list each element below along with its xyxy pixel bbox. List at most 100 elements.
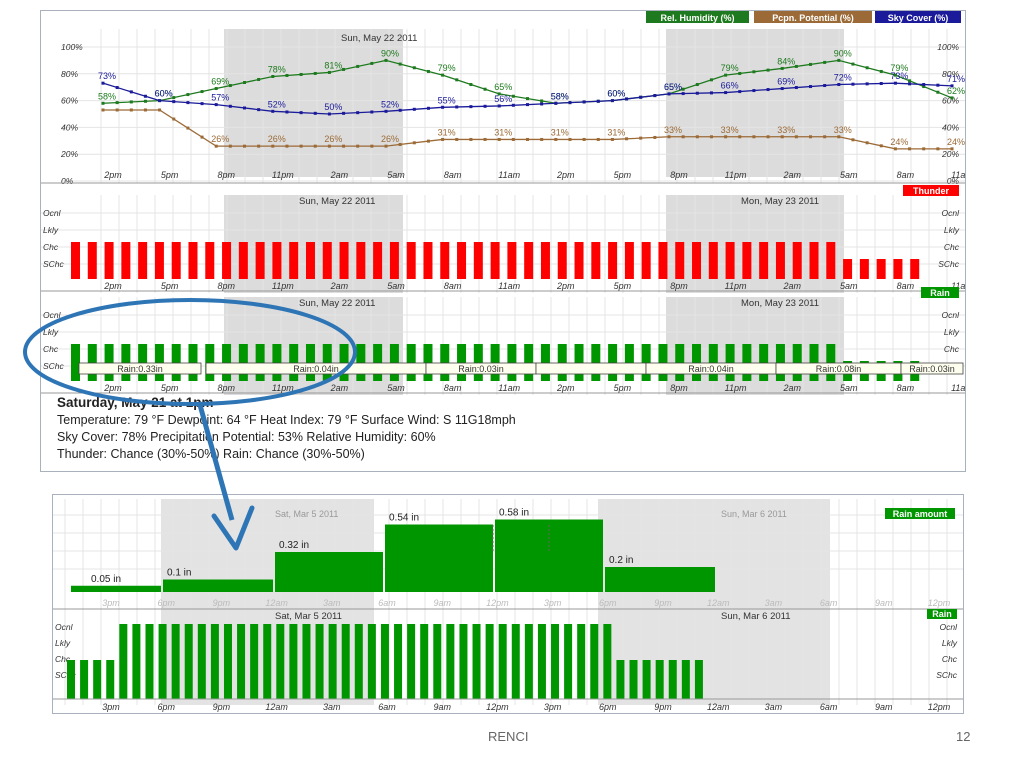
x-tick-label: 3am bbox=[323, 702, 341, 712]
series-point bbox=[200, 90, 204, 94]
rain-bar bbox=[472, 624, 481, 699]
rain-amount-bar bbox=[163, 579, 273, 592]
rain-bar bbox=[642, 660, 651, 699]
series-point bbox=[143, 94, 147, 98]
rain-amount-bar bbox=[71, 585, 161, 592]
x-tick-label: 3pm bbox=[544, 598, 562, 608]
thunder-bar bbox=[322, 242, 332, 279]
thunder-bar bbox=[440, 242, 450, 279]
series-point bbox=[214, 103, 218, 107]
thunder-bar bbox=[473, 242, 483, 279]
series-point bbox=[780, 66, 784, 70]
series-data-label: 58% bbox=[551, 91, 569, 101]
x-tick-label: 5am bbox=[387, 170, 405, 180]
series-point bbox=[455, 105, 459, 109]
rain-amount-data-label: 0.54 in bbox=[389, 513, 419, 524]
y-tick-label: Lkly bbox=[43, 327, 59, 337]
rain-bar bbox=[389, 344, 399, 381]
series-point bbox=[384, 109, 388, 113]
series-data-label: 26% bbox=[211, 134, 229, 144]
series-data-label: 56% bbox=[494, 94, 512, 104]
rain-bar bbox=[792, 344, 802, 381]
x-tick-label: 3pm bbox=[102, 598, 120, 608]
series-data-label: 58% bbox=[98, 91, 116, 101]
series-point bbox=[412, 141, 416, 145]
series-point bbox=[610, 99, 614, 103]
date-label: Sun, May 22 2011 bbox=[341, 33, 417, 44]
pcpn-legend-box bbox=[754, 11, 872, 23]
series-point bbox=[554, 101, 558, 105]
thunder-bar bbox=[742, 242, 752, 279]
rain-bar bbox=[289, 344, 299, 381]
x-tick-label: 5pm bbox=[614, 281, 632, 291]
thunder-bar bbox=[507, 242, 517, 279]
series-point bbox=[568, 101, 572, 105]
series-data-label: 26% bbox=[381, 134, 399, 144]
thunder-bar bbox=[675, 242, 685, 279]
series-point bbox=[667, 92, 671, 96]
date-label: Sun, May 22 2011 bbox=[299, 298, 375, 309]
series-point bbox=[596, 137, 600, 141]
x-tick-label: 8pm bbox=[217, 170, 235, 180]
thunder-bar bbox=[658, 242, 668, 279]
series-data-label: 66% bbox=[721, 81, 739, 91]
y-tick-label: 60% bbox=[61, 96, 78, 106]
rain-bar bbox=[577, 624, 586, 699]
series-point bbox=[412, 107, 416, 111]
x-tick-label: 2pm bbox=[556, 383, 575, 393]
x-tick-label: 3am bbox=[765, 598, 783, 608]
series-data-label: 62% bbox=[947, 86, 965, 96]
thunder-bar bbox=[389, 242, 399, 279]
series-point bbox=[370, 110, 374, 114]
series-point bbox=[837, 58, 841, 62]
x-tick-label: 8am bbox=[444, 170, 462, 180]
rain-bar bbox=[590, 624, 599, 699]
rain-bar bbox=[511, 624, 520, 699]
series-point bbox=[285, 73, 289, 77]
series-data-label: 65% bbox=[494, 82, 512, 92]
series-point bbox=[610, 137, 614, 141]
thunder-bar bbox=[238, 242, 248, 279]
x-tick-label: 11am bbox=[951, 281, 965, 291]
rain-bar bbox=[302, 624, 311, 699]
rain-amount-label: Rain:0.03in bbox=[458, 364, 504, 374]
series-point bbox=[285, 110, 289, 114]
series-point bbox=[837, 83, 841, 87]
series-point bbox=[865, 66, 869, 70]
series-point bbox=[426, 106, 430, 110]
rain-bar bbox=[540, 344, 550, 381]
series-point bbox=[823, 60, 827, 64]
x-tick-label: 3am bbox=[765, 702, 783, 712]
x-tick-label: 2pm bbox=[103, 170, 122, 180]
series-point bbox=[752, 135, 756, 139]
series-point bbox=[243, 81, 247, 85]
series-point bbox=[228, 84, 232, 88]
series-point bbox=[837, 135, 841, 139]
night-shade bbox=[224, 29, 403, 177]
thunder-bar bbox=[792, 242, 802, 279]
series-data-label: 78% bbox=[268, 64, 286, 74]
series-data-label: 90% bbox=[381, 48, 399, 58]
x-tick-label: 8pm bbox=[670, 170, 688, 180]
rain-bar bbox=[171, 624, 180, 699]
rain-bar bbox=[457, 344, 467, 381]
date-label: Sat, Mar 5 2011 bbox=[275, 509, 338, 519]
thunder-bar bbox=[843, 259, 853, 279]
rain-bar bbox=[87, 344, 97, 381]
series-point bbox=[483, 104, 487, 108]
rain-bar bbox=[197, 624, 206, 699]
y-tick-label-right: Lkly bbox=[944, 327, 960, 337]
series-point bbox=[511, 103, 515, 107]
series-point bbox=[143, 99, 147, 103]
rain-amount-bar bbox=[495, 519, 603, 592]
thunder-bar bbox=[289, 242, 299, 279]
thunder-bar bbox=[188, 242, 198, 279]
x-tick-label: 12am bbox=[265, 702, 288, 712]
x-tick-label: 9am bbox=[433, 598, 451, 608]
rain-bar bbox=[106, 660, 115, 699]
y-tick-label-right: Chc bbox=[942, 654, 958, 664]
forecast-graph-svg: 100% 100% 80% 80% 60% 60% 40% 40% 20% 20% 0% 0% Sun,… bbox=[41, 11, 965, 395]
x-tick-label: 8am bbox=[897, 170, 915, 180]
series-point bbox=[695, 83, 699, 87]
thunder-bar bbox=[574, 242, 584, 279]
